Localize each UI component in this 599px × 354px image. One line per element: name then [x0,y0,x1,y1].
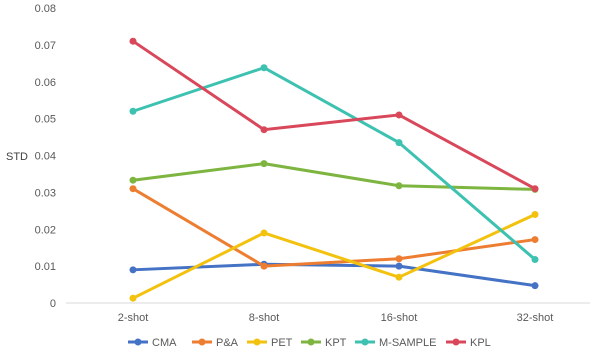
legend-item: M-SAMPLE [355,337,436,349]
y-tick-label: 0.08 [35,3,56,15]
data-point [129,185,137,193]
legend-label: KPT [325,337,347,349]
data-point [260,262,268,270]
series-layer [129,37,539,302]
y-tick-label: 0 [50,298,56,310]
data-point [395,262,403,270]
legend-label: PET [271,337,293,349]
data-point [129,176,137,184]
data-point [129,37,137,45]
x-tick-label: 2-shot [118,312,149,324]
y-tick-label: 0.04 [35,151,56,163]
data-point [129,266,137,274]
data-point [531,211,539,218]
x-tick-label: 8-shot [249,312,280,324]
data-point [260,64,268,72]
legend-marker [361,338,369,346]
series-kpl [129,37,539,193]
data-point [531,185,539,193]
x-tick-label: 16-shot [381,312,418,324]
y-tick-label: 0.03 [35,187,56,199]
legend-marker [134,338,142,346]
legend-label: P&A [216,337,239,349]
series-line [131,162,537,191]
data-point [531,282,539,290]
data-point [260,229,268,237]
data-point [531,255,539,263]
data-point [260,160,268,168]
series-p-a [129,185,539,270]
legend-item: KPT [301,337,347,349]
data-point [395,182,403,190]
series-line [131,187,537,268]
data-point [129,294,137,302]
y-tick-label: 0.05 [35,114,56,126]
series-kpt [129,160,539,193]
legend-item: P&A [192,337,239,349]
y-axis-label: STD [6,151,28,163]
data-point [395,255,403,263]
series-line [131,66,537,261]
legend-item: CMA [128,337,177,349]
legend-marker [253,338,261,346]
data-point [129,107,137,115]
x-axis: 2-shot 8-shot 16-shot 32-shot [66,302,590,324]
y-axis: 0 0.01 0.02 0.03 0.04 0.05 0.06 0.07 0.08 [35,3,56,310]
y-tick-label: 0.06 [35,77,56,89]
legend-marker [198,338,206,346]
legend-item: KPL [446,337,491,349]
data-point [395,111,403,119]
y-tick-label: 0.01 [35,261,56,273]
data-point [395,139,403,147]
y-tick-label: 0.02 [35,224,56,236]
x-tick-label: 32-shot [517,312,554,324]
legend-marker [452,338,460,346]
series-m-sample [129,64,539,263]
data-point [260,126,268,134]
legend-item: PET [247,337,293,349]
series-pet [129,211,539,302]
legend-label: M-SAMPLE [379,337,436,349]
legend-label: KPL [470,337,491,349]
y-tick-label: 0.07 [35,40,56,52]
series-line [131,213,537,300]
data-point [531,236,539,244]
legend-label: CMA [152,337,177,349]
data-point [395,273,403,281]
legend: CMA P&A PET KPT M-SAMPLE KPL [128,337,491,349]
series-cma [129,260,539,290]
series-line [131,39,537,191]
legend-marker [307,338,315,346]
